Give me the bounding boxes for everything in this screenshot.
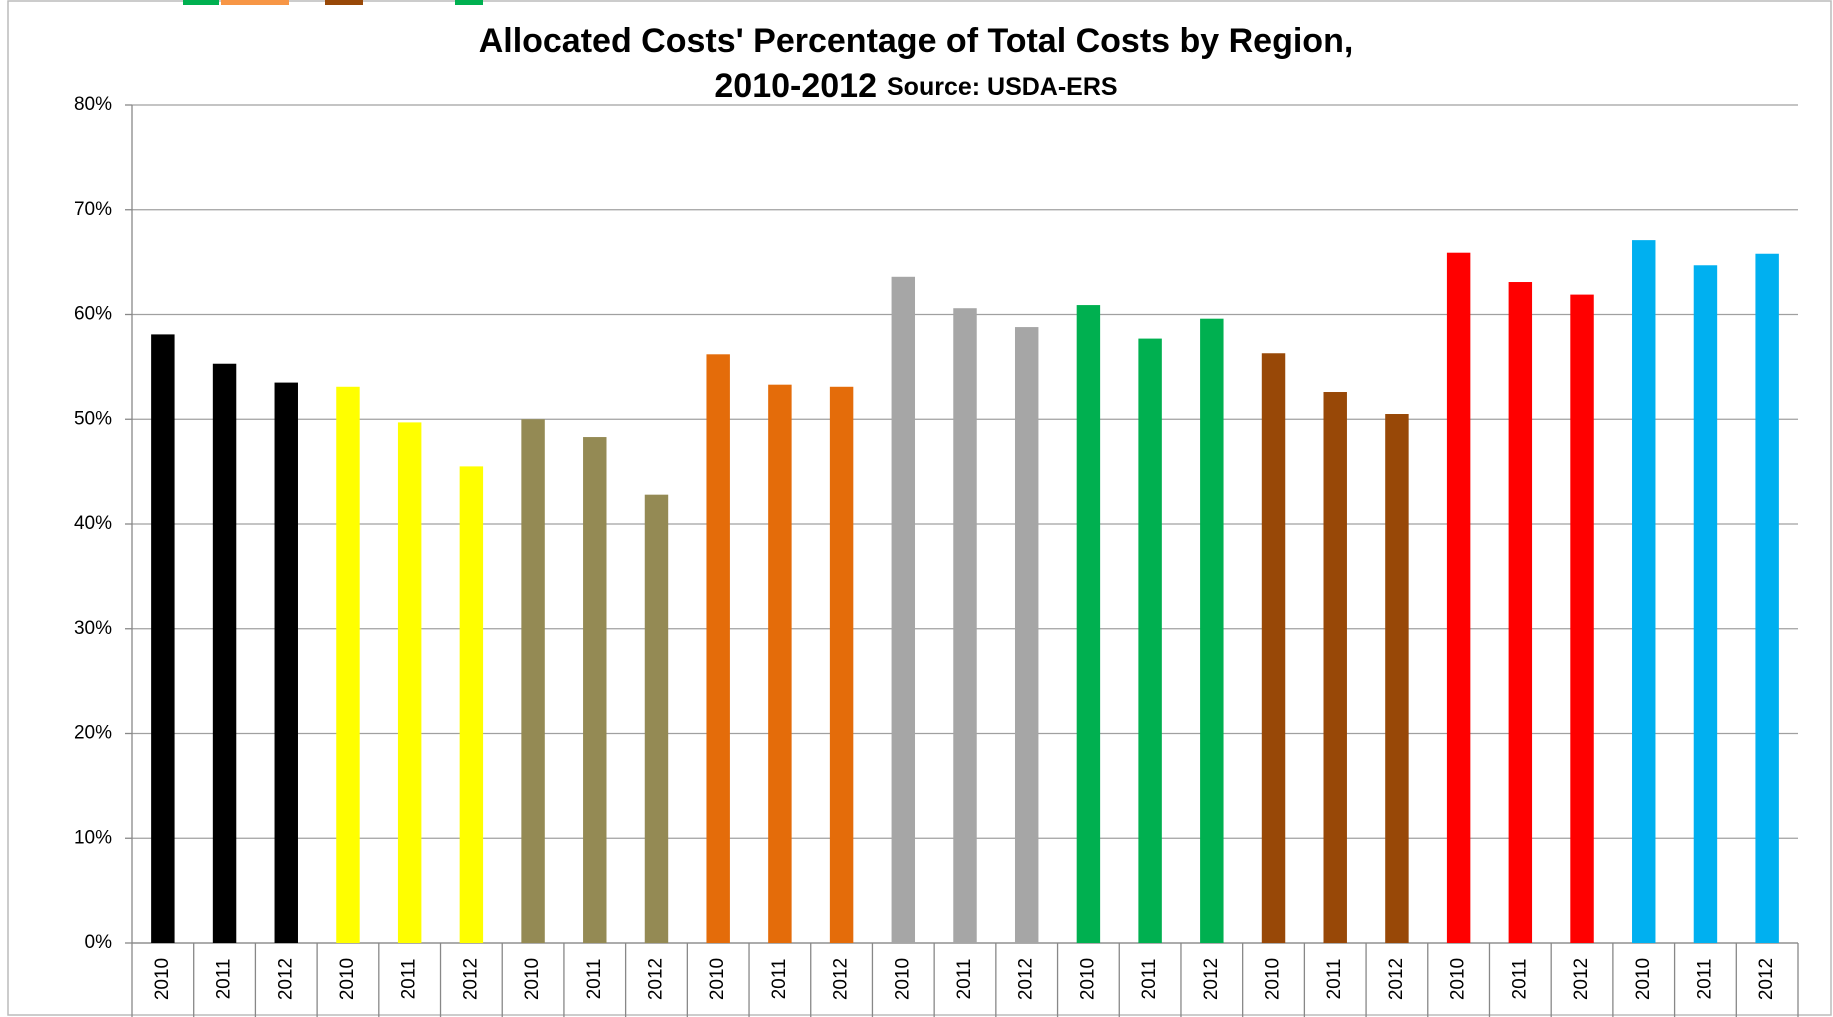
bar — [1632, 240, 1656, 943]
bar — [1138, 338, 1162, 943]
decoration — [455, 0, 483, 5]
bar — [212, 363, 237, 943]
y-tick-label: 40% — [74, 513, 112, 534]
x-tick-label: 2012 — [831, 958, 852, 1000]
bar — [1693, 265, 1718, 944]
bar — [891, 276, 916, 943]
x-tick-label: 2011 — [399, 959, 420, 1000]
y-tick-label: 50% — [74, 408, 112, 429]
bar — [521, 419, 545, 943]
chart-title: 2010-2012 Source: USDA-ERS — [714, 67, 1117, 105]
bar — [1261, 353, 1286, 943]
x-tick-label: 2011 — [769, 959, 790, 1000]
x-tick-label: 2010 — [337, 958, 358, 1000]
bar — [829, 386, 854, 944]
x-tick-label: 2012 — [645, 958, 666, 1000]
bar — [1755, 253, 1779, 943]
bar — [1076, 305, 1101, 943]
bar — [336, 386, 360, 944]
bar — [151, 334, 175, 944]
bar — [1508, 282, 1533, 944]
x-tick-label: 2012 — [1201, 958, 1222, 1000]
x-tick-label: 2011 — [1324, 959, 1345, 1000]
decoration — [183, 0, 219, 5]
chart-title: Allocated Costs' Percentage of Total Cos… — [479, 22, 1354, 60]
x-tick-label: 2010 — [1077, 958, 1098, 1000]
bar — [459, 466, 484, 943]
x-tick-label: 2012 — [1386, 958, 1407, 1000]
bar — [1323, 392, 1347, 943]
x-tick-label: 2011 — [1509, 959, 1530, 1000]
chart-subtitle: Source: USDA-ERS — [887, 73, 1118, 101]
x-tick-label: 2010 — [522, 958, 543, 1000]
decoration — [221, 0, 289, 5]
bar — [644, 494, 669, 943]
bar — [1570, 294, 1594, 943]
x-tick-label: 2010 — [1448, 958, 1469, 1000]
bar — [1014, 327, 1039, 943]
y-tick-label: 80% — [74, 94, 112, 115]
y-tick-label: 30% — [74, 618, 112, 639]
chart-frame — [7, 0, 1832, 1016]
x-tick-label: 2012 — [1016, 958, 1037, 1000]
x-tick-label: 2010 — [1263, 958, 1284, 1000]
decoration — [325, 0, 363, 5]
bar — [953, 308, 977, 944]
x-tick-label: 2012 — [275, 958, 296, 1000]
bar — [706, 354, 730, 943]
x-tick-label: 2011 — [954, 959, 975, 1000]
x-tick-label: 2011 — [214, 959, 235, 1000]
x-tick-label: 2010 — [892, 958, 913, 1000]
chart-title-line: 2010-2012 — [714, 67, 877, 105]
x-tick-label: 2011 — [584, 959, 605, 1000]
y-tick-label: 10% — [74, 827, 112, 848]
x-tick-label: 2011 — [1694, 959, 1715, 1000]
bar — [274, 382, 298, 943]
x-tick-label: 2012 — [460, 958, 481, 1000]
bar — [768, 384, 792, 943]
bar — [583, 437, 607, 943]
y-tick-label: 20% — [74, 723, 112, 744]
x-tick-label: 2011 — [1139, 959, 1160, 1000]
x-tick-label: 2010 — [1633, 958, 1654, 1000]
x-tick-label: 2010 — [707, 958, 728, 1000]
x-tick-label: 2012 — [1571, 958, 1592, 1000]
y-tick-label: 0% — [85, 932, 113, 953]
bar — [397, 422, 422, 944]
bar — [1200, 318, 1224, 943]
x-tick-label: 2010 — [152, 958, 173, 1000]
bar — [1446, 252, 1471, 943]
bar — [1385, 414, 1409, 943]
y-tick-label: 60% — [74, 304, 112, 325]
y-tick-label: 70% — [74, 199, 112, 220]
x-tick-label: 2012 — [1756, 958, 1777, 1000]
